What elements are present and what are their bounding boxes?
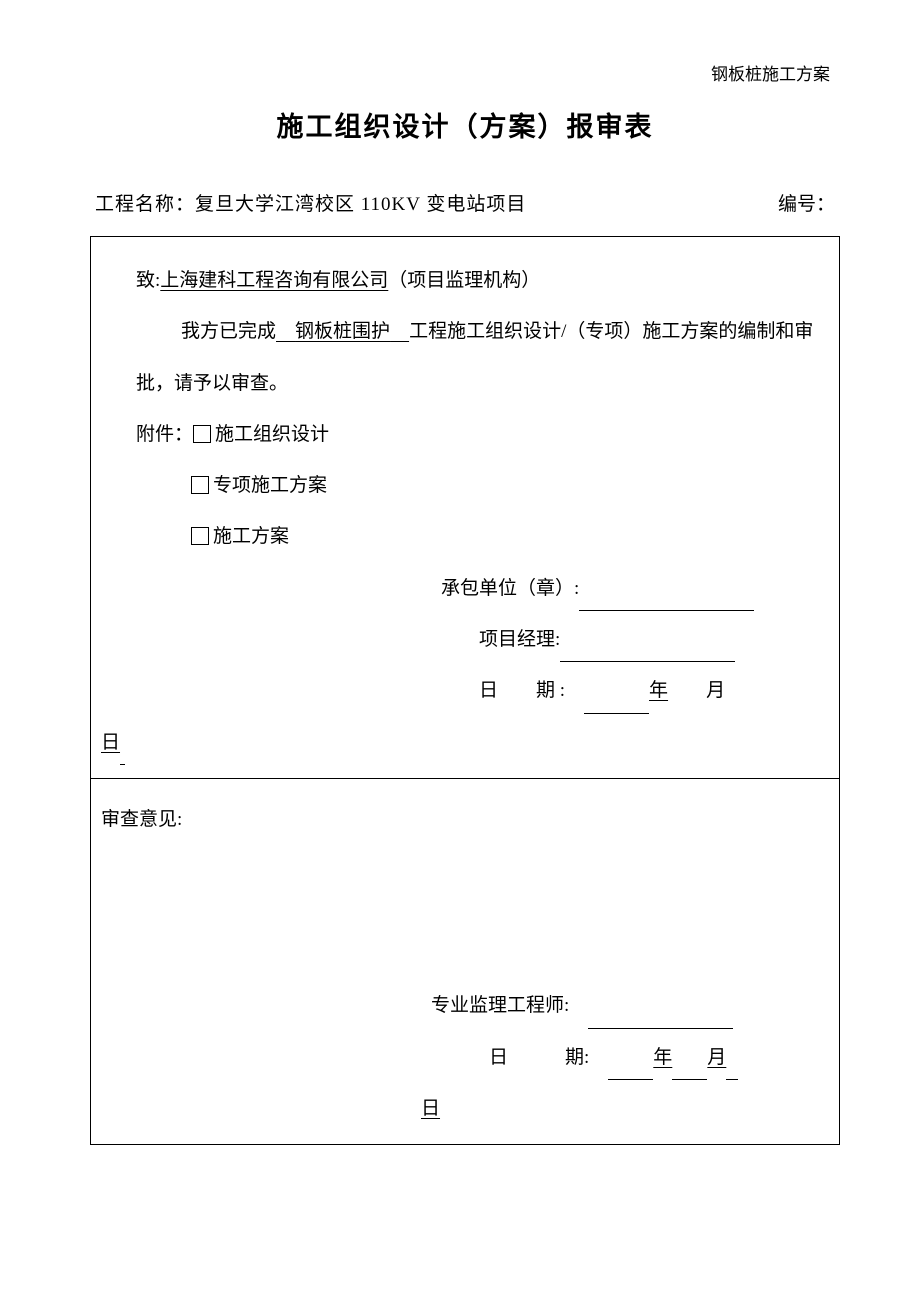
date-label-2: 日 期: — [489, 1047, 608, 1068]
checkbox-icon[interactable] — [193, 425, 211, 443]
attachment-3: 施工方案 — [213, 526, 289, 547]
section-review: 审查意见: 专业监理工程师: 日 期: 年 月 日 — [91, 779, 839, 1144]
header-doc-type: 钢板桩施工方案 — [90, 60, 840, 85]
form-title: 施工组织设计（方案）报审表 — [90, 105, 840, 144]
day-row-2: 日 — [101, 1083, 829, 1134]
year-blank[interactable] — [584, 713, 649, 714]
project-name: 工程名称：复旦大学江湾校区 110KV 变电站项目 — [95, 189, 526, 216]
body-item: 钢板桩围护 — [276, 321, 409, 342]
checkbox-icon[interactable] — [191, 476, 209, 494]
contractor-label: 承包单位（章）: — [441, 578, 579, 599]
body-prefix: 我方已完成 — [181, 321, 276, 342]
signature-block-1: 承包单位（章）: 项目经理: 日 期 : 年 月 — [101, 563, 829, 717]
addressee-line: 致:上海建科工程咨询有限公司（项目监理机构） — [101, 255, 829, 306]
review-spacer — [101, 845, 829, 980]
pm-row: 项目经理: — [441, 614, 829, 665]
to-suffix: （项目监理机构） — [388, 270, 540, 291]
month-blank-2b[interactable] — [726, 1079, 738, 1080]
day-text-1: 日 — [101, 732, 120, 753]
attachment-1: 施工组织设计 — [215, 424, 329, 445]
pm-blank[interactable] — [560, 661, 735, 662]
checkbox-icon[interactable] — [191, 527, 209, 545]
date-row-1: 日 期 : 年 月 — [441, 665, 829, 716]
project-value: 复旦大学江湾校区 110KV 变电站项目 — [195, 194, 526, 215]
day-row-1: 日 — [101, 717, 829, 768]
pm-label: 项目经理: — [479, 629, 560, 650]
space — [668, 680, 706, 701]
body-text: 我方已完成 钢板桩围护 工程施工组织设计/（专项）施工方案的编制和审批，请予以审… — [101, 306, 829, 409]
date-row-2: 日 期: 年 月 — [431, 1032, 829, 1083]
engineer-blank[interactable] — [588, 1028, 733, 1029]
attachment-row-1: 附件： 施工组织设计 — [101, 409, 829, 460]
project-info-row: 工程名称：复旦大学江湾校区 110KV 变电站项目 编号： — [90, 189, 840, 216]
contractor-row: 承包单位（章）: — [441, 563, 829, 614]
attachment-row-3: 施工方案 — [101, 511, 829, 562]
month-blank-2[interactable] — [672, 1079, 707, 1080]
review-label: 审查意见: — [101, 794, 829, 845]
to-company: 上海建科工程咨询有限公司 — [160, 270, 388, 291]
section-applicant: 致:上海建科工程咨询有限公司（项目监理机构） 我方已完成 钢板桩围护 工程施工组… — [91, 237, 839, 779]
attachment-label: 附件： — [136, 424, 193, 445]
project-label: 工程名称： — [95, 194, 195, 215]
signature-block-2: 专业监理工程师: 日 期: 年 月 — [101, 980, 829, 1083]
year-text: 年 — [649, 680, 668, 701]
month-text: 月 — [706, 680, 725, 701]
year-text-2: 年 — [653, 1047, 672, 1068]
day-text-2: 日 — [421, 1098, 440, 1119]
space2 — [569, 995, 588, 1016]
page-container: 钢板桩施工方案 施工组织设计（方案）报审表 工程名称：复旦大学江湾校区 110K… — [0, 0, 920, 1205]
engineer-row: 专业监理工程师: — [431, 980, 829, 1031]
attachment-2: 专项施工方案 — [213, 475, 327, 496]
month-text-2: 月 — [707, 1047, 726, 1068]
year-blank-2[interactable] — [608, 1079, 653, 1080]
to-label: 致: — [136, 270, 160, 291]
attachment-row-2: 专项施工方案 — [101, 460, 829, 511]
engineer-label: 专业监理工程师: — [431, 995, 569, 1016]
form-table: 致:上海建科工程咨询有限公司（项目监理机构） 我方已完成 钢板桩围护 工程施工组… — [90, 236, 840, 1145]
contractor-blank[interactable] — [579, 610, 754, 611]
date-label-1: 日 期 : — [479, 680, 584, 701]
project-number-label: 编号： — [778, 189, 835, 216]
day-blank-1[interactable] — [120, 764, 125, 765]
